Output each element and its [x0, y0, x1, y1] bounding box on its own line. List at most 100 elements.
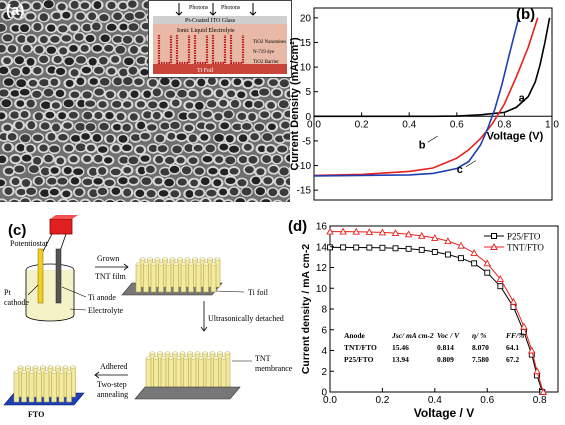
pore-hole — [39, 144, 48, 152]
pt-cathode-electrode — [37, 248, 44, 304]
pore-hole — [233, 78, 242, 86]
pore-hole — [259, 88, 270, 96]
pore-hole — [148, 79, 157, 87]
table-cell: 0.814 — [437, 343, 454, 352]
pore-hole — [155, 134, 165, 143]
grown-label-2: TNT film — [95, 272, 127, 281]
pore-hole — [220, 122, 230, 130]
chart-d-ytick-label: 6 — [321, 325, 327, 336]
pore-hole — [107, 68, 116, 75]
pore-hole — [73, 168, 84, 176]
nanotube-top — [135, 262, 142, 266]
panel-a: (a) Photons Photons Pt-Coated ITO Glass … — [0, 0, 304, 211]
nanotubes-label: TiO2 Nanotubes — [253, 40, 286, 45]
pore-hole — [225, 156, 236, 165]
membrane-nanotube-top — [179, 351, 186, 355]
series-P25/FTO-point — [405, 245, 412, 252]
pore-hole — [122, 35, 133, 44]
table-cell: 13.94 — [392, 355, 409, 364]
nanotube-top — [165, 262, 172, 266]
pore-hole — [251, 176, 261, 185]
pt-cathode-label-1: Pt — [4, 288, 11, 297]
membrane-nanotube-top — [209, 351, 216, 355]
pore-hole — [10, 111, 20, 119]
pore-hole — [32, 134, 43, 142]
pore-hole — [128, 156, 139, 165]
series-P25/FTO-point — [379, 244, 386, 251]
pore-hole — [10, 90, 20, 97]
chart-b-ylabel: Current Density (mA/cm²) — [290, 37, 301, 171]
pore-hole — [184, 124, 194, 132]
pore-hole — [92, 134, 102, 142]
tnt-membrane-label-2: membrance — [255, 364, 293, 373]
pore-hole — [242, 122, 252, 130]
pore-hole — [137, 166, 146, 175]
membrane-nanotube-top — [175, 356, 182, 360]
chart-b-ytick-label: -5 — [302, 136, 311, 147]
pore-hole — [214, 133, 224, 142]
pore-hole — [40, 189, 50, 197]
pore-hole — [11, 155, 20, 163]
pore-hole — [26, 35, 36, 44]
pore-hole — [188, 90, 197, 98]
pore-hole — [99, 14, 109, 22]
pore-hole — [75, 122, 86, 131]
pore-hole — [3, 57, 11, 65]
nanotube — [135, 263, 142, 293]
table-cell: 7.580 — [472, 355, 489, 364]
pore-hole — [135, 35, 144, 44]
pore-hole — [148, 101, 158, 109]
pore-hole — [39, 55, 49, 64]
grown-label-1: Grown — [97, 254, 119, 263]
pore-hole — [160, 77, 170, 86]
pore-hole — [28, 79, 38, 87]
chart-b-xtick-label: 0.8 — [497, 119, 511, 130]
legend-P25/FTO-marker — [491, 233, 497, 239]
ti-foil-pointer — [215, 290, 245, 293]
pore-hole — [33, 23, 42, 31]
pore-hole — [111, 56, 120, 63]
electrolyte-cell-body — [25, 270, 75, 322]
pore-hole — [17, 35, 26, 43]
pore-hole — [215, 89, 224, 98]
table-cell: 0.809 — [437, 355, 454, 364]
pore-hole — [243, 143, 252, 151]
series-P25/FTO-point — [431, 248, 438, 255]
membrane-nanotube-top — [168, 356, 174, 360]
pore-hole — [250, 133, 259, 141]
panel-b-label: (b) — [516, 6, 536, 23]
pore-hole — [152, 88, 162, 97]
series-TNT/FTO-point — [483, 259, 491, 267]
series-TNT/FTO-point — [533, 367, 541, 375]
pore-hole — [140, 132, 150, 140]
pore-hole — [146, 190, 156, 198]
pore-hole — [44, 154, 53, 163]
table-header-cell: Anode — [344, 331, 366, 340]
pore-hole — [20, 3, 30, 10]
pore-hole — [244, 100, 253, 108]
pore-hole — [16, 143, 25, 152]
fto-nanotube-top — [21, 370, 27, 374]
nanotube-top — [199, 257, 206, 261]
pore-hole — [19, 88, 30, 96]
pore-hole — [135, 189, 145, 198]
pore-hole — [47, 66, 57, 74]
pore-hole — [16, 188, 26, 196]
pore-hole — [47, 177, 57, 185]
chart-d-xtick-label: 0.2 — [375, 395, 389, 406]
series-TNT/FTO-point — [352, 227, 360, 235]
pore-hole — [124, 12, 135, 21]
pore-hole — [279, 167, 289, 176]
pore-hole — [184, 144, 194, 152]
chart-b-ytick-label: 20 — [300, 13, 312, 24]
pore-hole — [26, 99, 35, 108]
chart-b-series: a b c — [313, 17, 551, 177]
chart-d-ytick-label: 10 — [316, 284, 328, 295]
pore-hole — [0, 23, 6, 32]
series-b-pointer — [427, 135, 438, 143]
pore-hole — [85, 123, 96, 132]
table-header-cell: Voc / V — [437, 331, 460, 340]
pore-hole — [80, 45, 89, 52]
pore-hole — [10, 68, 21, 76]
pore-hole — [116, 112, 125, 121]
